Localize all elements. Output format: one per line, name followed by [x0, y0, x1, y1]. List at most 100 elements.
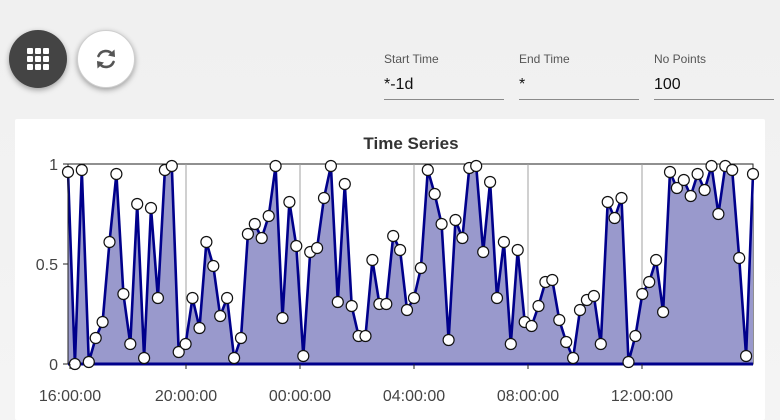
- start-time-input[interactable]: [384, 72, 504, 100]
- end-time-label: End Time: [519, 52, 570, 66]
- data-point: [456, 231, 469, 245]
- data-point: [705, 159, 718, 173]
- x-tick-label: 12:00:00: [611, 388, 673, 405]
- data-point: [532, 299, 545, 313]
- data-point: [435, 217, 448, 231]
- data-point: [200, 235, 213, 249]
- data-point: [96, 315, 109, 329]
- data-point: [234, 331, 248, 345]
- start-time-label: Start Time: [384, 52, 439, 66]
- data-point: [490, 291, 504, 305]
- data-point: [726, 163, 739, 177]
- data-point: [449, 213, 462, 227]
- data-point: [131, 197, 144, 211]
- y-tick-label: 0.5: [36, 257, 58, 274]
- data-point: [573, 303, 587, 317]
- data-point: [151, 291, 164, 305]
- x-tick-label: 20:00:00: [155, 388, 217, 405]
- data-point: [311, 241, 324, 255]
- data-point: [124, 337, 137, 351]
- data-point: [338, 177, 351, 191]
- data-point: [345, 299, 358, 313]
- data-point: [566, 351, 580, 365]
- data-point: [324, 159, 337, 173]
- data-point: [103, 235, 116, 249]
- data-point: [241, 227, 254, 241]
- data-point: [75, 163, 88, 177]
- data-point: [746, 167, 760, 181]
- chart-title: Time Series: [363, 134, 458, 153]
- data-point: [186, 291, 199, 305]
- data-point: [428, 187, 441, 201]
- data-point: [643, 275, 656, 289]
- data-point: [248, 217, 261, 231]
- grid-icon: [27, 48, 49, 70]
- data-point: [359, 329, 372, 343]
- data-point: [297, 349, 310, 363]
- data-point: [608, 211, 621, 225]
- y-tick-label: 1: [49, 157, 58, 174]
- data-point: [214, 309, 227, 323]
- x-tick-label: 16:00:00: [39, 388, 101, 405]
- data-point: [380, 297, 393, 311]
- data-point: [228, 351, 241, 365]
- data-point: [172, 345, 185, 359]
- x-tick-label: 08:00:00: [497, 388, 559, 405]
- end-time-field-group: End Time: [519, 52, 639, 100]
- data-point: [601, 195, 614, 209]
- data-point: [82, 355, 95, 369]
- data-point: [546, 273, 559, 287]
- data-point: [663, 165, 677, 179]
- data-point: [733, 251, 746, 265]
- end-time-input[interactable]: [519, 72, 639, 100]
- data-point: [553, 313, 566, 327]
- data-point: [394, 243, 407, 257]
- data-point: [684, 189, 697, 203]
- data-point: [89, 331, 102, 345]
- data-point: [649, 253, 663, 267]
- data-point: [615, 191, 628, 205]
- data-point: [629, 329, 642, 343]
- data-point: [656, 305, 670, 319]
- data-point: [283, 195, 296, 209]
- data-point: [207, 259, 220, 273]
- data-point: [317, 191, 331, 205]
- data-point: [622, 355, 635, 369]
- data-point: [636, 287, 649, 301]
- data-point: [138, 351, 151, 365]
- series-area: [68, 166, 753, 364]
- data-point: [193, 321, 206, 335]
- data-point: [290, 239, 303, 253]
- data-point: [61, 165, 75, 179]
- data-point: [366, 253, 379, 267]
- data-point: [525, 319, 538, 333]
- data-point: [504, 337, 517, 351]
- num-points-input[interactable]: [654, 72, 774, 100]
- data-point: [511, 243, 524, 257]
- data-point: [670, 181, 684, 195]
- data-point: [691, 167, 704, 181]
- num-points-field-group: No Points: [654, 52, 774, 100]
- data-point: [594, 337, 607, 351]
- x-tick-label: 04:00:00: [383, 388, 445, 405]
- data-point: [179, 337, 192, 351]
- data-point: [470, 159, 483, 173]
- data-point: [477, 245, 490, 259]
- data-point: [497, 235, 510, 249]
- data-point: [255, 231, 268, 245]
- data-point: [442, 333, 455, 347]
- grid-menu-button[interactable]: [9, 30, 67, 88]
- refresh-button[interactable]: [77, 30, 135, 88]
- data-point: [110, 167, 123, 181]
- data-point: [739, 349, 753, 363]
- y-tick-label: 0: [49, 357, 58, 374]
- data-point: [484, 175, 497, 189]
- data-point: [262, 209, 275, 223]
- data-point: [400, 303, 414, 317]
- data-point: [144, 201, 158, 215]
- data-point: [269, 159, 282, 173]
- start-time-field-group: Start Time: [384, 52, 504, 100]
- data-point: [68, 357, 82, 371]
